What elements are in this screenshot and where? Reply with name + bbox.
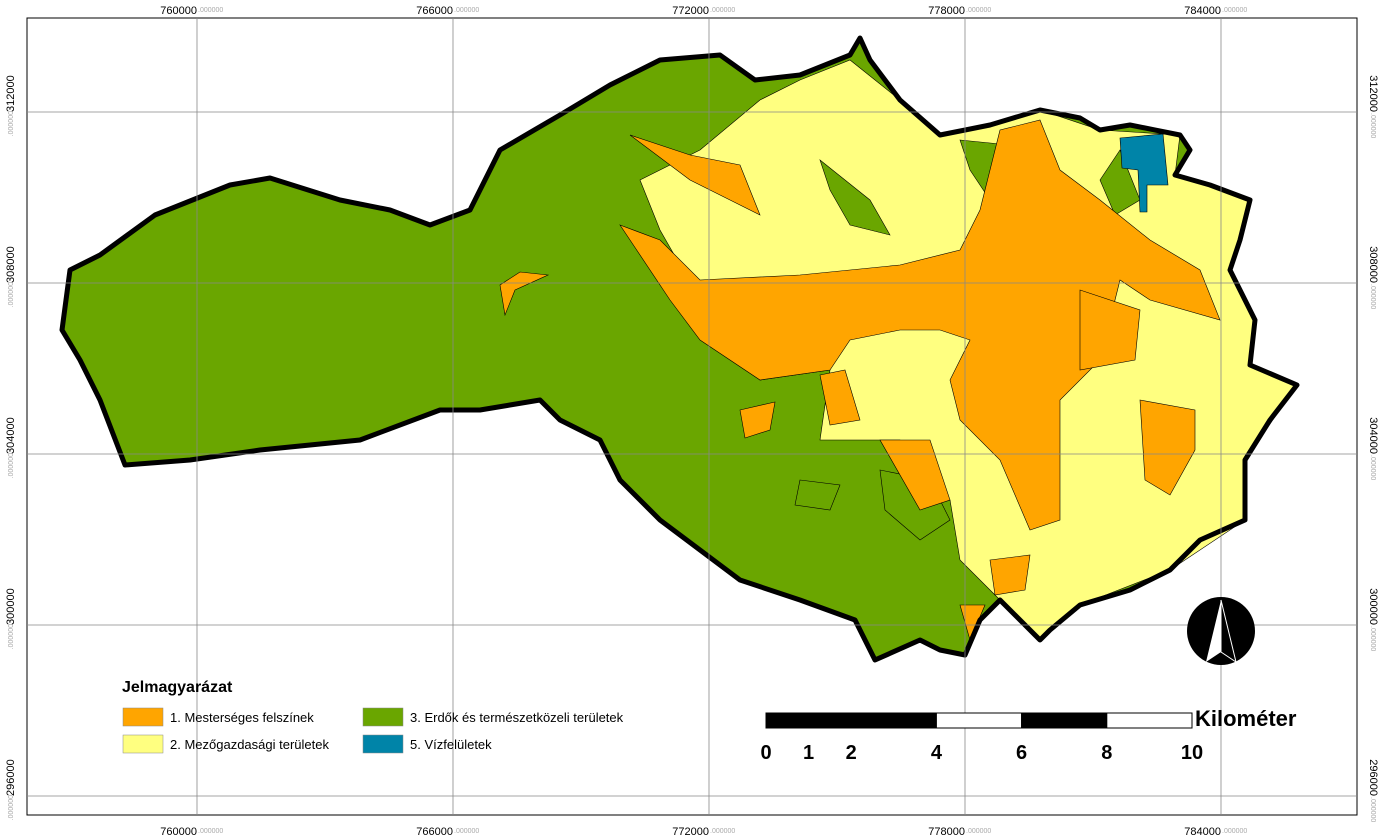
scale-label: 1 [803, 742, 814, 764]
legend-label: 3. Erdők és természetközeli területek [410, 710, 624, 725]
scale-segment [808, 712, 852, 729]
coord-suffix: .000000 [966, 828, 991, 835]
artificial-patch [739, 401, 776, 439]
scale-label: 8 [1101, 742, 1112, 764]
x-coord-label: 766000 [416, 5, 453, 17]
y-coord-label: 300000 [5, 588, 17, 625]
legend-label: 5. Vízfelületek [410, 737, 492, 752]
coord-suffix: .000000 [966, 7, 991, 14]
y-coord-label: 304000 [5, 417, 17, 454]
legend-label: 2. Mezőgazdasági területek [170, 737, 329, 752]
scale-segment [1021, 712, 1108, 729]
grid: 760000.000000760000.000000766000.0000007… [5, 5, 1379, 838]
x-coord-label: 772000 [672, 826, 709, 838]
legend-swatch [122, 734, 164, 754]
scale-label: 10 [1181, 742, 1203, 764]
x-coord-label: 778000 [928, 826, 965, 838]
forest-patch [819, 159, 891, 236]
y-coord-label: 296000 [5, 759, 17, 796]
coord-suffix: .000000 [1369, 113, 1376, 138]
y-coord-label: 296000 [1367, 759, 1379, 796]
coord-suffix: .000000 [710, 7, 735, 14]
artificial-patch [989, 554, 1031, 596]
forest-patch [794, 479, 841, 511]
coord-suffix: .000000 [8, 282, 15, 307]
y-coord-label: 308000 [1367, 246, 1379, 283]
y-coord-label: 308000 [5, 246, 17, 283]
scale-segment [935, 712, 1023, 729]
x-coord-label: 772000 [672, 5, 709, 17]
scale-unit: Kilométer [1195, 706, 1297, 731]
y-coord-label: 312000 [5, 75, 17, 112]
coord-suffix: .000000 [1369, 797, 1376, 822]
coord-suffix: .000000 [198, 828, 223, 835]
coord-suffix: .000000 [1222, 7, 1247, 14]
coord-suffix: .000000 [710, 828, 735, 835]
water-area [1119, 133, 1169, 213]
coord-suffix: .000000 [8, 111, 15, 136]
scale-label: 6 [1016, 742, 1027, 764]
scale-segment [1106, 712, 1193, 729]
artificial-patch [819, 369, 861, 426]
north-arrow [1187, 597, 1255, 665]
boundary [59, 35, 1300, 663]
x-coord-label: 760000 [160, 826, 197, 838]
y-coord-label: 304000 [1367, 417, 1379, 454]
coord-suffix: .000000 [1222, 828, 1247, 835]
coord-suffix: .000000 [454, 7, 479, 14]
legend-title: Jelmagyarázat [122, 679, 233, 696]
scale-segment [765, 712, 810, 729]
coord-suffix: .000000 [454, 828, 479, 835]
artificial-patch [629, 134, 761, 216]
coord-suffix: .000000 [1369, 455, 1376, 480]
x-coord-label: 778000 [928, 5, 965, 17]
scale-label: 4 [931, 742, 943, 764]
legend-label: 1. Mesterséges felszínek [170, 710, 314, 725]
artificial-patch [1079, 289, 1141, 371]
x-coord-label: 784000 [1184, 5, 1221, 17]
x-coord-label: 766000 [416, 826, 453, 838]
coord-suffix: .000000 [8, 795, 15, 820]
coord-suffix: .000000 [1369, 626, 1376, 651]
y-coord-label: 312000 [1367, 75, 1379, 112]
artificial-patch [1139, 399, 1196, 496]
scale-label: 2 [846, 742, 857, 764]
legend-swatch [362, 707, 404, 727]
x-coord-label: 784000 [1184, 826, 1221, 838]
legend-swatch [122, 707, 164, 727]
x-coord-label: 760000 [160, 5, 197, 17]
y-coord-label: 300000 [1367, 588, 1379, 625]
artificial-patch [879, 439, 951, 511]
coord-suffix: .000000 [1369, 284, 1376, 309]
legend-swatch [362, 734, 404, 754]
coord-suffix: .000000 [8, 453, 15, 478]
scale-label: 0 [760, 742, 771, 764]
coord-suffix: .000000 [198, 7, 223, 14]
scale-bar: 0 1 2 4 6 8 10 Kilométer [760, 706, 1296, 764]
coord-suffix: .000000 [8, 624, 15, 649]
land-cover [59, 35, 1300, 663]
scale-segment [850, 712, 937, 729]
legend: 1. Mesterséges felszínek 2. Mezőgazdasági… [122, 707, 624, 754]
